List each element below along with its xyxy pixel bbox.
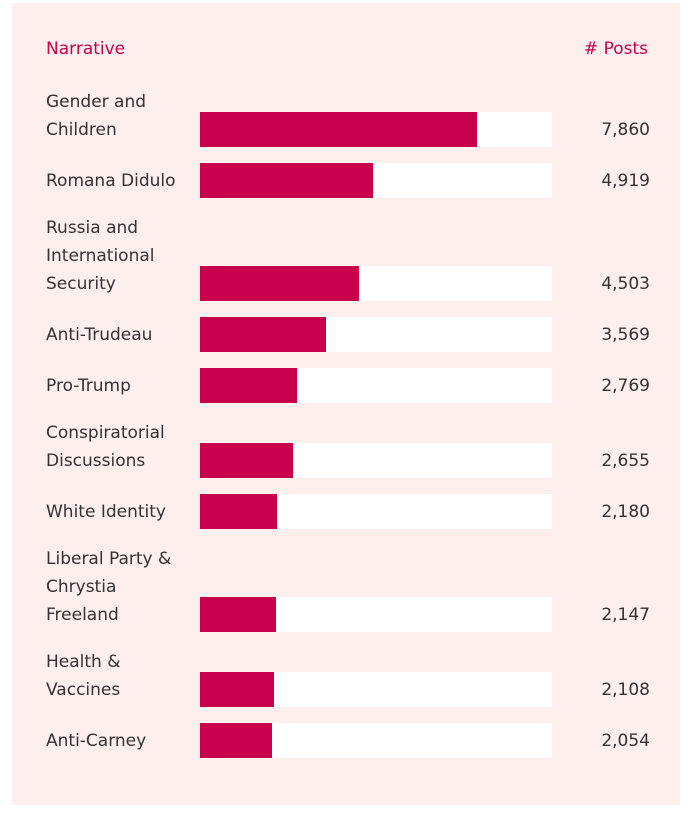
bar (200, 317, 326, 352)
bar-track (200, 443, 552, 478)
bar-track (200, 672, 552, 707)
category-label: Conspiratorial Discussions (46, 423, 165, 471)
value-label: 2,655 (601, 451, 650, 471)
category-label: Gender and Children (46, 92, 147, 140)
category-label: White Identity (46, 502, 166, 522)
category-label: Anti-Trudeau (46, 325, 153, 345)
row: White Identity 2,180 (46, 494, 650, 529)
value-label: 2,769 (601, 376, 650, 396)
bar-track (200, 266, 552, 301)
category-header: Narrative (46, 39, 126, 59)
value-label: 4,503 (601, 274, 650, 294)
row: Russia and International Security 4,503 (46, 214, 650, 301)
row: Gender and Children 7,860 (46, 88, 650, 147)
row: Liberal Party & Chrystia Freeland 2,147 (46, 545, 650, 632)
bar-track (200, 112, 552, 147)
bar (200, 672, 275, 707)
bar (200, 443, 294, 478)
category-label: Liberal Party & Chrystia Freeland (46, 549, 172, 625)
row: Romana Didulo 4,919 (46, 163, 650, 198)
bar (200, 597, 276, 632)
row: Anti-Carney 2,054 (46, 723, 650, 758)
category-label: Russia and International Security (46, 218, 155, 294)
value-label: 2,147 (601, 605, 650, 625)
bar (200, 368, 298, 403)
bar-track (200, 597, 552, 632)
row: Health & Vaccines 2,108 (46, 648, 650, 707)
bar (200, 163, 374, 198)
category-label: Health & Vaccines (46, 652, 121, 700)
rows: Gender and Children 7,860 Romana Didulo 4,9… (46, 88, 650, 774)
value-label: 2,108 (601, 680, 650, 700)
value-header: # Posts (583, 39, 648, 59)
row: Pro-Trump 2,769 (46, 368, 650, 403)
row: Anti-Trudeau 3,569 (46, 317, 650, 352)
category-label: Anti-Carney (46, 731, 147, 751)
bar-track (200, 368, 552, 403)
bar-track (200, 163, 552, 198)
bar-track (200, 317, 552, 352)
header: Narrative # Posts (46, 35, 648, 63)
category-label: Romana Didulo (46, 171, 176, 191)
value-label: 4,919 (601, 171, 650, 191)
bar (200, 494, 277, 529)
bar (200, 112, 477, 147)
row: Conspiratorial Discussions 2,655 (46, 419, 650, 478)
bar (200, 723, 273, 758)
bar-track (200, 723, 552, 758)
value-label: 2,180 (601, 502, 650, 522)
bar-track (200, 494, 552, 529)
bar (200, 266, 359, 301)
value-label: 3,569 (601, 325, 650, 345)
category-label: Pro-Trump (46, 376, 131, 396)
value-label: 2,054 (601, 731, 650, 751)
value-label: 7,860 (601, 120, 650, 140)
panel: Narrative # Posts Gender and Children 7,8… (12, 3, 680, 805)
